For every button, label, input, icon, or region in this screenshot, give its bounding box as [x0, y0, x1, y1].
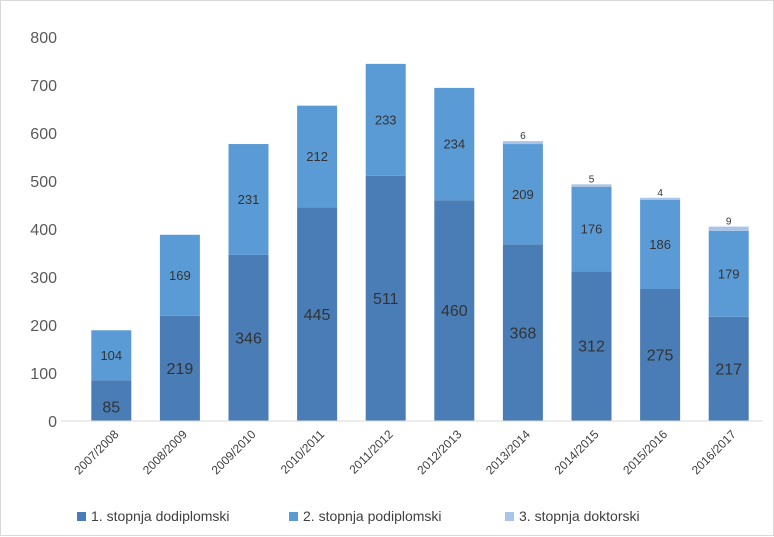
- data-label: 511: [373, 291, 399, 308]
- data-label: 217: [715, 362, 742, 379]
- x-tick-label: 2014/2015: [552, 427, 602, 477]
- bar-segment: [640, 289, 681, 421]
- y-tick-label: 300: [30, 270, 57, 287]
- bar-segment: [91, 380, 132, 421]
- data-label: 234: [443, 137, 465, 152]
- bar-segment: [640, 197, 681, 200]
- x-tick-label: 2007/2008: [71, 427, 121, 477]
- y-tick-label: 400: [30, 222, 57, 239]
- data-label: 368: [510, 325, 537, 342]
- bar-segment: [434, 200, 475, 421]
- data-label: 85: [102, 400, 120, 417]
- y-tick-label: 700: [30, 78, 57, 95]
- data-label: 176: [581, 222, 603, 237]
- bar-segment: [365, 175, 406, 421]
- data-label: 212: [306, 149, 328, 164]
- bar-segment: [365, 63, 406, 176]
- bar-segment: [571, 186, 612, 272]
- x-tick-label: 2010/2011: [278, 427, 328, 477]
- x-tick-label: 2013/2014: [483, 427, 533, 477]
- bar-segment: [708, 316, 749, 421]
- data-label: 312: [578, 339, 605, 356]
- x-tick-label: 2012/2013: [414, 427, 464, 477]
- y-tick-label: 100: [30, 366, 57, 383]
- y-tick-label: 500: [30, 174, 57, 191]
- x-tick-label: 2016/2017: [689, 427, 739, 477]
- data-label: 186: [649, 237, 671, 252]
- data-label: 5: [589, 174, 595, 185]
- legend-label: 1. stopnja dodiplomski: [91, 508, 230, 524]
- x-tick-label: 2009/2010: [209, 427, 259, 477]
- legend-swatch: [289, 512, 298, 521]
- x-tick-label: 2008/2009: [140, 427, 190, 477]
- data-label: 179: [718, 266, 740, 281]
- data-label: 209: [512, 187, 534, 202]
- bar-segment: [502, 244, 543, 421]
- x-tick-label: 2015/2016: [620, 427, 670, 477]
- data-label: 233: [375, 112, 397, 127]
- data-label: 9: [726, 217, 732, 228]
- y-tick-label: 200: [30, 318, 57, 335]
- legend-label: 3. stopnja doktorski: [519, 508, 640, 524]
- data-label: 104: [100, 348, 122, 363]
- bar-segment: [91, 330, 132, 381]
- y-axis: 0 100 200 300 400 500 600 700 800: [30, 30, 57, 431]
- bars: 85 104 219 169 346 231 445 212 511 233 460 234 368 20…: [91, 63, 749, 421]
- bar-segment: [297, 207, 338, 421]
- legend-label: 2. stopnja podiplomski: [303, 508, 442, 524]
- x-tick-label: 2011/2012: [346, 427, 396, 477]
- data-label: 169: [169, 268, 191, 283]
- data-label: 231: [238, 192, 260, 207]
- bar-segment: [640, 199, 681, 289]
- bar-segment: [228, 144, 269, 255]
- x-axis: 2007/2008 2008/2009 2009/2010 2010/2011 2011…: [61, 420, 763, 477]
- bar-segment: [502, 144, 543, 245]
- bar-segment: [708, 226, 749, 231]
- bar-segment: [159, 315, 200, 421]
- bar-segment: [571, 184, 612, 187]
- data-label: 346: [235, 331, 262, 348]
- bar-segment: [571, 271, 612, 421]
- bar-segment: [502, 141, 543, 145]
- bar-segment: [228, 254, 269, 421]
- legend-swatch: [505, 512, 514, 521]
- data-label: 219: [167, 361, 194, 378]
- data-label: 6: [520, 131, 526, 142]
- legend-swatch: [77, 512, 86, 521]
- y-tick-label: 600: [30, 126, 57, 143]
- legend: 1. stopnja dodiplomski 2. stopnja podiplo…: [77, 508, 640, 524]
- bar-segment: [708, 230, 749, 317]
- data-label: 4: [657, 188, 663, 199]
- bar-segment: [159, 234, 200, 316]
- y-tick-label: 800: [30, 30, 57, 47]
- bar-segment: [434, 87, 475, 201]
- y-tick-label: 0: [48, 414, 57, 431]
- data-label: 460: [441, 303, 468, 320]
- data-label: 275: [647, 348, 674, 365]
- bar-segment: [297, 105, 338, 208]
- data-label: 445: [304, 307, 331, 324]
